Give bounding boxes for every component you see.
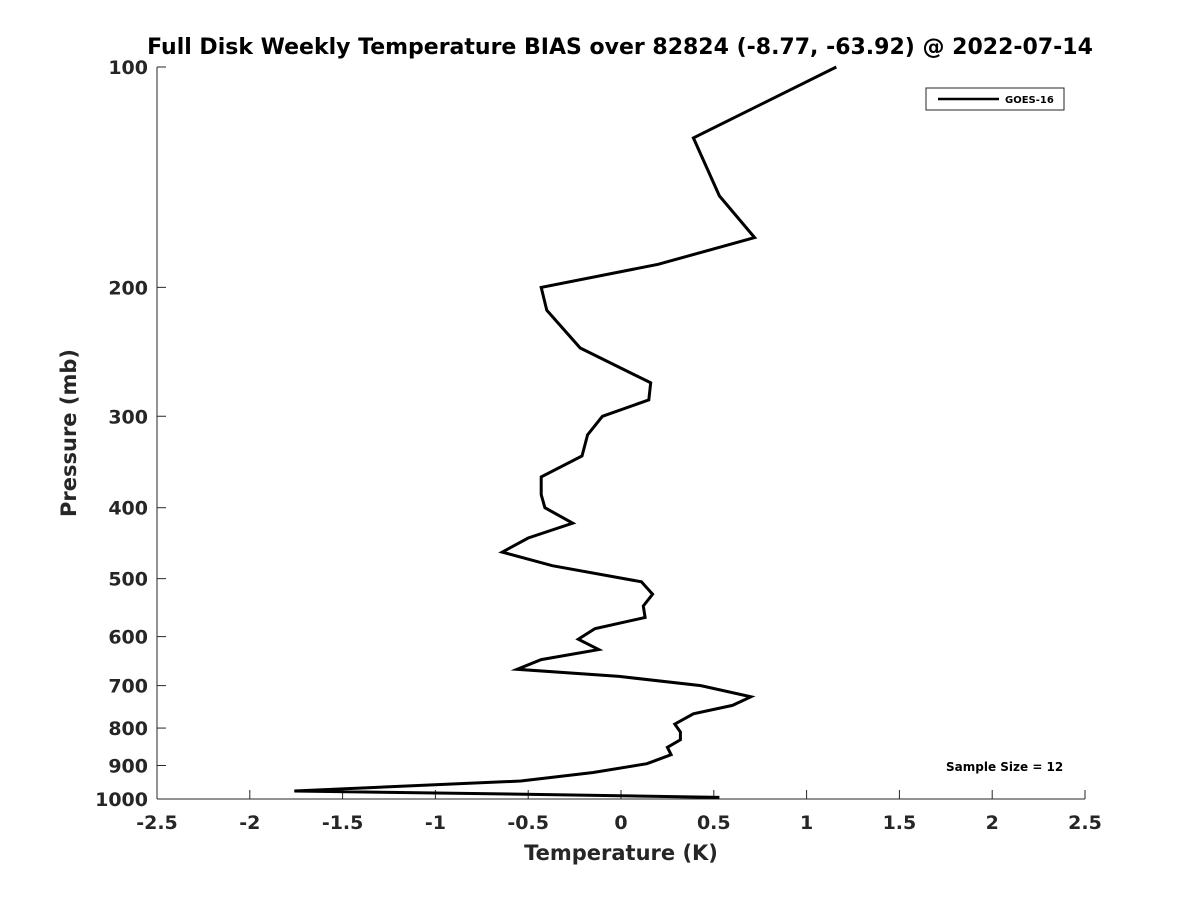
x-tick-label: 0 [614, 812, 627, 834]
series-line-goes-16 [294, 65, 837, 799]
x-tick-label: 1 [800, 812, 813, 834]
x-tick-label: -0.5 [507, 812, 549, 834]
y-tick-label: 200 [108, 277, 148, 299]
x-tick-label: 2.5 [1068, 812, 1102, 834]
y-tick-label: 100 [108, 57, 148, 79]
legend: GOES-16 [925, 87, 1065, 111]
y-tick-label: 700 [108, 676, 148, 698]
x-axis-ticks: -2.5 -2 -1.5 -1 -0.5 0 0.5 1 1.5 2 2.5 [136, 790, 1102, 834]
x-axis-label: Temperature (K) [524, 841, 718, 865]
x-tick-label: 0.5 [697, 812, 731, 834]
x-tick-label: -2 [239, 812, 260, 834]
y-axis-ticks: 100 200 300 400 500 600 700 800 900 1000 [95, 57, 166, 811]
x-tick-label: -1 [425, 812, 446, 834]
y-tick-label: 400 [108, 498, 148, 520]
y-tick-label: 800 [108, 718, 148, 740]
y-tick-label: 500 [108, 569, 148, 591]
y-axis-label: Pressure (mb) [57, 349, 81, 517]
y-tick-label: 300 [108, 406, 148, 428]
chart-title: Full Disk Weekly Temperature BIAS over 8… [147, 35, 1093, 60]
y-tick-label: 600 [108, 627, 148, 649]
x-tick-label: 1.5 [883, 812, 917, 834]
series-layer [294, 65, 837, 799]
x-tick-label: -2.5 [136, 812, 178, 834]
sample-size-annotation: Sample Size = 12 [946, 760, 1063, 774]
y-tick-label: 900 [108, 756, 148, 778]
legend-label-goes-16: GOES-16 [1005, 95, 1054, 106]
y-tick-label: 1000 [95, 789, 148, 811]
x-tick-label: -1.5 [322, 812, 364, 834]
x-tick-label: 2 [986, 812, 999, 834]
